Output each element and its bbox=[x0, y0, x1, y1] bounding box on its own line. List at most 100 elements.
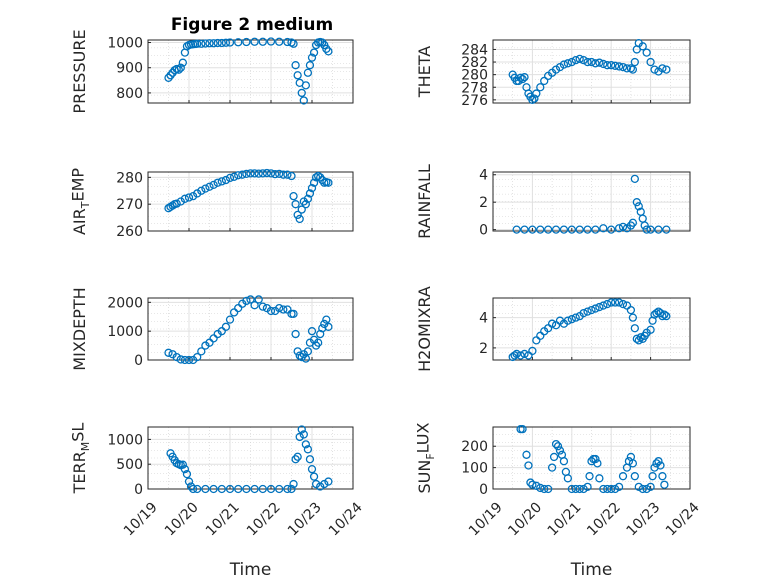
data-point bbox=[283, 170, 292, 179]
data-point bbox=[205, 338, 214, 347]
data-point bbox=[563, 316, 573, 325]
data-point bbox=[571, 56, 580, 65]
data-point bbox=[213, 178, 222, 187]
data-point bbox=[289, 479, 298, 489]
data-point bbox=[275, 169, 284, 179]
data-point bbox=[299, 430, 308, 439]
data-point bbox=[188, 191, 198, 201]
data-point bbox=[551, 439, 561, 449]
data-point bbox=[225, 173, 235, 183]
data-point bbox=[287, 171, 296, 181]
data-point bbox=[575, 484, 584, 494]
y-tick-label: 0 bbox=[479, 482, 488, 498]
data-point bbox=[209, 180, 218, 190]
data-point bbox=[266, 484, 276, 494]
data-point bbox=[320, 479, 329, 489]
data-point bbox=[607, 484, 616, 494]
data-point bbox=[258, 302, 267, 311]
data-point bbox=[209, 334, 218, 343]
data-point bbox=[614, 62, 624, 71]
data-point bbox=[180, 355, 190, 365]
data-point bbox=[532, 89, 541, 98]
data-point bbox=[266, 37, 276, 46]
data-point bbox=[571, 313, 580, 322]
data-point bbox=[184, 355, 194, 365]
data-point bbox=[303, 194, 313, 203]
data-point bbox=[618, 222, 628, 232]
data-point bbox=[544, 484, 553, 494]
y-axis-label-main: SUN bbox=[415, 460, 434, 494]
data-point bbox=[250, 484, 259, 494]
data-point bbox=[242, 296, 251, 306]
data-point bbox=[595, 302, 604, 312]
y-axis-label-main: PRESSURE bbox=[70, 29, 89, 113]
data-point bbox=[291, 200, 300, 209]
data-point bbox=[662, 225, 671, 234]
data-point bbox=[234, 484, 243, 494]
y-tick-label: 1000 bbox=[107, 324, 143, 340]
data-point bbox=[275, 303, 284, 313]
data-point bbox=[225, 38, 235, 47]
data-point bbox=[293, 452, 302, 461]
axes-frame bbox=[492, 297, 691, 361]
data-point bbox=[303, 445, 313, 454]
data-point bbox=[520, 73, 529, 82]
data-point bbox=[305, 61, 315, 70]
data-point bbox=[164, 348, 173, 357]
data-point bbox=[652, 459, 661, 468]
data-point bbox=[225, 484, 235, 494]
data-point bbox=[528, 225, 537, 234]
data-point bbox=[309, 472, 319, 481]
data-point bbox=[178, 58, 188, 67]
data-point bbox=[658, 472, 667, 481]
data-point bbox=[172, 352, 181, 362]
data-point bbox=[238, 170, 247, 179]
data-point bbox=[307, 183, 317, 193]
data-point bbox=[540, 484, 549, 494]
y-tick-label: 2000 bbox=[107, 295, 143, 311]
y-axis-label: SUNFLUX bbox=[413, 422, 437, 493]
data-point bbox=[638, 484, 647, 494]
y-tick-label: 280 bbox=[116, 170, 143, 186]
data-point bbox=[293, 210, 302, 220]
y-axis-label: H2OMIXRA bbox=[415, 286, 434, 372]
data-point bbox=[595, 474, 604, 483]
data-point bbox=[549, 452, 559, 462]
data-point bbox=[553, 442, 563, 451]
data-point bbox=[522, 450, 531, 459]
data-point bbox=[607, 298, 616, 307]
data-point bbox=[567, 57, 576, 67]
data-point bbox=[638, 42, 647, 51]
data-point bbox=[258, 169, 267, 178]
data-point bbox=[246, 295, 255, 304]
data-point bbox=[571, 484, 580, 494]
axes-frame bbox=[147, 39, 354, 104]
y-axis-label-suffix: SL bbox=[68, 423, 87, 442]
axes-frame bbox=[492, 39, 691, 104]
y-tick-label: 280 bbox=[461, 68, 488, 84]
data-point bbox=[628, 313, 638, 322]
data-point bbox=[544, 225, 553, 234]
data-point bbox=[266, 169, 276, 178]
data-point bbox=[291, 455, 300, 464]
data-point bbox=[532, 481, 541, 490]
data-point bbox=[567, 315, 576, 324]
data-point bbox=[197, 186, 206, 195]
data-point bbox=[184, 193, 194, 202]
data-point bbox=[662, 311, 671, 321]
data-point bbox=[654, 225, 663, 234]
data-point bbox=[299, 96, 308, 105]
data-point bbox=[229, 172, 239, 181]
data-point bbox=[311, 479, 321, 489]
data-point bbox=[567, 484, 576, 494]
data-point bbox=[624, 457, 634, 466]
data-point bbox=[250, 37, 259, 46]
data-point bbox=[628, 65, 638, 74]
data-point bbox=[193, 352, 202, 362]
data-point bbox=[322, 315, 331, 324]
data-point bbox=[297, 425, 306, 434]
data-point bbox=[632, 198, 641, 207]
data-point bbox=[217, 38, 226, 48]
y-axis-label-subscript: T bbox=[79, 201, 92, 209]
data-point bbox=[242, 169, 251, 179]
